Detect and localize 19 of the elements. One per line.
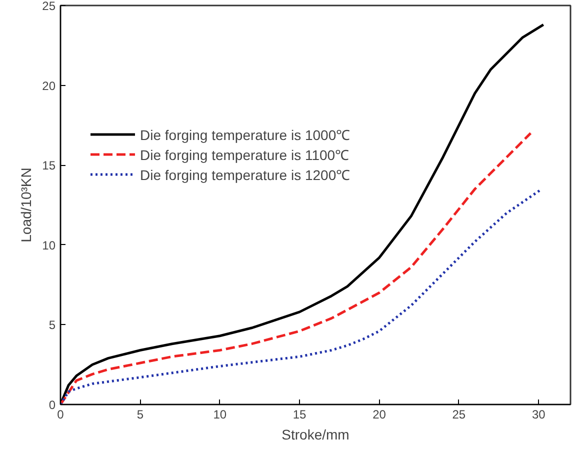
x-tick-label: 5 (136, 408, 144, 422)
y-tick-label: 15 (42, 158, 56, 173)
y-tick-label: 20 (42, 78, 56, 93)
y-axis-title: Load/10³KN (18, 168, 34, 242)
x-tick-label: 20 (372, 408, 386, 422)
x-tick-label: 15 (292, 408, 307, 422)
legend-label: Die forging temperature is 1000℃ (140, 126, 350, 144)
y-tick-label: 5 (48, 318, 56, 332)
y-tick-label: 10 (42, 238, 56, 252)
x-tick-label: 10 (213, 408, 227, 422)
y-tick-label: 0 (48, 398, 56, 412)
x-tick-label: 30 (532, 408, 546, 422)
legend-label: Die forging temperature is 1200℃ (140, 166, 350, 184)
y-tick-label: 25 (42, 0, 56, 13)
line-series (60, 132, 532, 404)
x-axis-title: Stroke/mm (282, 426, 350, 442)
x-tick-label: 0 (57, 408, 64, 422)
legend-label: Die forging temperature is 1100℃ (140, 146, 350, 164)
x-tick-label: 25 (452, 408, 466, 422)
